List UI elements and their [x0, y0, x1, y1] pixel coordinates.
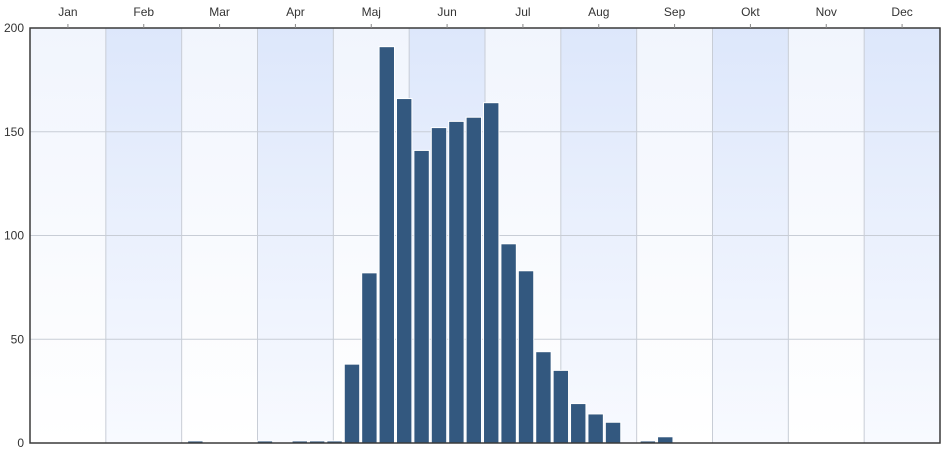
- y-tick-label: 0: [17, 436, 24, 450]
- month-label: Feb: [133, 5, 154, 19]
- y-axis-tick-labels: 0 50 100 150 200: [4, 21, 24, 450]
- bar: [430, 127, 448, 444]
- bar: [657, 436, 674, 444]
- bar: [483, 102, 500, 444]
- month-label: Sep: [664, 5, 686, 19]
- plot-frame: [29, 27, 941, 444]
- month-label: Maj: [362, 5, 381, 19]
- bar: [517, 270, 535, 444]
- bar: [361, 272, 378, 444]
- month-label: Nov: [816, 5, 837, 19]
- bar: [395, 98, 413, 444]
- bar: [465, 116, 483, 444]
- bar: [500, 243, 517, 444]
- month-label: Jun: [437, 5, 456, 19]
- bar: [448, 120, 465, 444]
- month-label: Okt: [741, 5, 760, 19]
- bar: [552, 369, 570, 444]
- month-label: Jan: [58, 5, 77, 19]
- bar: [587, 413, 604, 444]
- month-label: Mar: [209, 5, 230, 19]
- x-axis-month-labels: Jan Feb Mar Apr Maj Jun Jul Aug Sep Okt Nov Dec: [58, 5, 913, 28]
- bar: [570, 403, 587, 444]
- month-label: Dec: [891, 5, 912, 19]
- bar: [343, 363, 361, 444]
- y-tick-label: 100: [4, 229, 24, 243]
- bar: [378, 46, 395, 444]
- month-label: Apr: [286, 5, 305, 19]
- month-label: Aug: [588, 5, 609, 19]
- y-tick-label: 200: [4, 21, 24, 35]
- y-tick-label: 150: [4, 125, 24, 139]
- month-label: Jul: [515, 5, 530, 19]
- bar-series: [187, 46, 674, 444]
- y-tick-label: 50: [11, 332, 25, 346]
- bar: [604, 421, 622, 444]
- bar: [413, 149, 430, 444]
- bar: [535, 351, 552, 444]
